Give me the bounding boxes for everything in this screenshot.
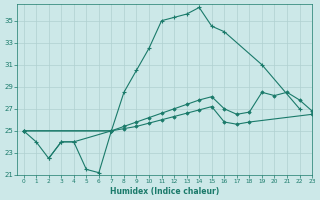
X-axis label: Humidex (Indice chaleur): Humidex (Indice chaleur) xyxy=(110,187,219,196)
